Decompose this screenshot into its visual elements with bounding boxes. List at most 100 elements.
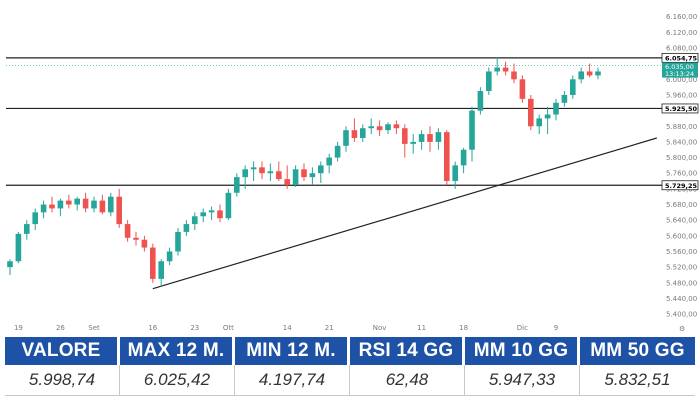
x-tick-label: Nov (373, 324, 387, 332)
x-tick-label: 23 (190, 324, 199, 332)
candle-body (334, 145, 341, 158)
candle-body (141, 239, 148, 248)
candle-body (376, 126, 383, 131)
candle-body (66, 200, 72, 205)
y-tick-label: 5.960,00 (666, 91, 697, 99)
y-tick-label: 5.480,00 (666, 279, 697, 287)
candle-body (49, 204, 55, 209)
candle-body (502, 67, 509, 72)
x-tick-label: 9 (554, 324, 558, 332)
candle-body (166, 251, 173, 262)
stats-table: VALORE MAX 12 M. MIN 12 M. RSI 14 GG MM … (5, 337, 695, 397)
candle-body (124, 224, 131, 238)
candle-body (74, 198, 80, 205)
countdown-label: 13:13:24 (665, 70, 694, 78)
candle-body (57, 200, 64, 209)
candle-body (519, 79, 526, 99)
candle-body (595, 71, 601, 76)
candle-body (309, 173, 316, 178)
x-tick-label: Ott (223, 324, 234, 332)
candle-body (511, 71, 517, 80)
trendline (152, 137, 657, 290)
y-tick-label: 6.120,00 (666, 29, 697, 37)
stats-values-row: 5.998,74 6.025,42 4.197,74 62,48 5.947,3… (5, 365, 695, 396)
candle-body (351, 130, 358, 138)
level-price-label: 5.925,50 (665, 105, 698, 113)
candle-body (15, 233, 22, 262)
candle-body (250, 167, 257, 170)
y-tick-label: 5.800,00 (666, 154, 697, 162)
x-tick-label: 11 (417, 324, 426, 332)
x-tick-label: Dic (517, 324, 528, 332)
candle-body (578, 71, 584, 80)
y-tick-label: 5.520,00 (666, 264, 697, 272)
stats-header-rsi: RSI 14 GG (350, 337, 465, 365)
candle-body (553, 102, 559, 115)
candle-body (402, 128, 408, 144)
y-tick-label: 5.840,00 (666, 138, 697, 146)
stats-header-min: MIN 12 M. (235, 337, 350, 365)
candle-body (108, 196, 114, 213)
current-price-box (662, 62, 698, 78)
candle-body (208, 210, 215, 213)
candle-body (301, 169, 307, 178)
candle-body (469, 110, 475, 150)
level-price-box (661, 103, 699, 114)
y-tick-label: 6.160,00 (666, 13, 697, 21)
candle-body (225, 192, 232, 219)
candle-body (418, 134, 425, 142)
candle-body (40, 204, 47, 213)
candle-body (360, 128, 366, 138)
candle-body (292, 169, 299, 185)
y-tick-label: 5.600,00 (666, 232, 697, 240)
candle-body (175, 231, 181, 252)
candle-body (158, 261, 164, 279)
candle-body (444, 132, 450, 182)
candle-body (150, 247, 156, 279)
x-tick-label: 16 (148, 324, 157, 332)
level-price-label: 5.729,25 (665, 182, 698, 190)
y-tick-label: 5.680,00 (666, 201, 697, 209)
chart-svg: 6.160,006.120,006.080,006.040,006.000,00… (6, 13, 699, 333)
stats-value-min: 4.197,74 (235, 365, 350, 395)
x-tick-label: 18 (459, 324, 468, 332)
x-tick-label: 26 (56, 324, 65, 332)
candle-body (385, 124, 391, 131)
candle-body (368, 126, 374, 129)
candle-body (528, 98, 534, 127)
candle-body (276, 171, 282, 180)
stats-header-max: MAX 12 M. (120, 337, 235, 365)
candle-body (234, 177, 240, 193)
x-tick-label: 19 (14, 324, 23, 332)
candle-body (24, 224, 30, 234)
candle-body (99, 200, 106, 213)
candle-body (7, 261, 13, 268)
candle-body (200, 212, 206, 217)
y-tick-label: 5.560,00 (666, 248, 697, 256)
x-tick-label: 21 (325, 324, 334, 332)
candle-body (284, 179, 290, 185)
y-tick-label: 5.760,00 (666, 170, 697, 178)
candle-body (477, 91, 484, 111)
current-price-label: 6.035,00 (665, 63, 694, 71)
y-tick-label: 5.440,00 (666, 295, 697, 303)
y-tick-label: 6.080,00 (666, 45, 697, 53)
candle-body (32, 212, 38, 225)
stats-header-row: VALORE MAX 12 M. MIN 12 M. RSI 14 GG MM … (5, 337, 695, 365)
candle-body (586, 71, 593, 76)
candle-body (393, 124, 400, 129)
y-tick-label: 5.880,00 (666, 123, 697, 131)
stats-header-mm50: MM 50 GG (580, 337, 695, 365)
candle-body (133, 237, 139, 240)
candle-body (410, 141, 416, 144)
candle-body (570, 79, 576, 95)
candle-body (91, 200, 97, 209)
candle-body (116, 196, 122, 225)
candle-body (326, 157, 332, 166)
candle-body (217, 210, 223, 219)
y-tick-label: 6.000,00 (666, 76, 697, 84)
settings-icon: ⚙ (679, 325, 685, 333)
stats-value-rsi: 62,48 (350, 365, 465, 395)
candlestick-chart: 6.160,006.120,006.080,006.040,006.000,00… (6, 13, 699, 333)
y-tick-label: 5.640,00 (666, 217, 697, 225)
